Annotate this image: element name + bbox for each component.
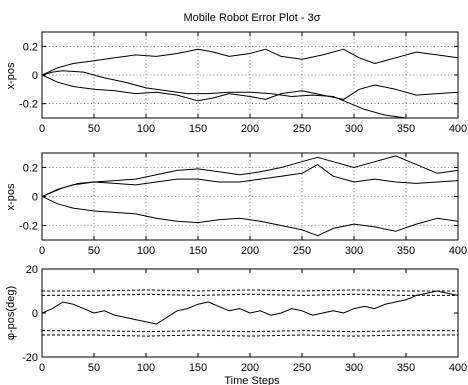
plot-frame xyxy=(41,31,459,119)
x-tick-label: 350 xyxy=(397,362,415,374)
bound-line-1 xyxy=(42,293,458,296)
x-tick-label: 100 xyxy=(137,123,155,135)
x-tick-label: 0 xyxy=(39,123,45,135)
y-tick-label: -20 xyxy=(22,352,38,364)
x-tick-label: 100 xyxy=(137,245,155,257)
x-tick-label: 50 xyxy=(88,245,100,257)
x-tick-label: 400 xyxy=(449,123,467,135)
y-tick-label: 0 xyxy=(32,308,38,320)
error-line-0 xyxy=(42,155,458,197)
y-tick-label: 0 xyxy=(32,70,38,82)
error-line-1 xyxy=(42,196,458,237)
x-tick-label: 50 xyxy=(88,362,100,374)
x-tick-label: 250 xyxy=(293,362,311,374)
x-tick-label: 0 xyxy=(39,362,45,374)
y-tick-label: 20 xyxy=(26,264,38,276)
x-tick-label: 250 xyxy=(293,123,311,135)
plot-frame xyxy=(41,152,459,241)
x-tick-label: 400 xyxy=(449,245,467,257)
x-tick-label: 400 xyxy=(449,362,467,374)
error-line-2 xyxy=(42,164,458,197)
x-axis-label: Time Steps xyxy=(224,375,280,385)
chart-title: Mobile Robot Error Plot - 3σ xyxy=(183,12,320,24)
x-pos-panel-top: x-pos 0 50 100 150 200 250 300 350 400-0.200.2 xyxy=(5,31,467,135)
y-axis-label-middle: x-pos xyxy=(5,183,17,210)
x-tick-label: 250 xyxy=(293,245,311,257)
y-tick-label: -0.2 xyxy=(19,221,38,233)
x-tick-label: 150 xyxy=(189,123,207,135)
x-tick-label: 50 xyxy=(88,123,100,135)
x-tick-label: 350 xyxy=(397,245,415,257)
bound-line-3 xyxy=(42,334,458,337)
x-tick-label: 300 xyxy=(345,245,363,257)
plot-frame xyxy=(41,268,459,358)
x-tick-label: 150 xyxy=(189,245,207,257)
phi-pos-panel-bottom: φ-pos(deg) Time Steps 0 50 100 150 200 250 300… xyxy=(5,264,467,385)
bound-line-0 xyxy=(42,289,458,292)
x-tick-label: 0 xyxy=(39,245,45,257)
x-tick-label: 100 xyxy=(137,362,155,374)
x-pos-panel-middle: x-pos 0 50 100 150 200 250 300 350 400-0.200.2 xyxy=(5,152,467,257)
x-tick-label: 350 xyxy=(397,123,415,135)
y-tick-label: 0 xyxy=(32,192,38,204)
y-tick-label: 0.2 xyxy=(23,163,38,175)
y-tick-label: -0.2 xyxy=(19,99,38,111)
error-line-0 xyxy=(42,48,458,76)
x-tick-label: 200 xyxy=(241,245,259,257)
y-tick-label: 0.2 xyxy=(23,41,38,53)
y-axis-label-bottom: φ-pos(deg) xyxy=(5,286,17,340)
x-tick-label: 300 xyxy=(345,123,363,135)
bound-line-2 xyxy=(42,330,458,333)
error-line-2 xyxy=(42,70,410,118)
x-tick-label: 150 xyxy=(189,362,207,374)
y-axis-label-top: x-pos xyxy=(5,62,17,89)
x-tick-label: 300 xyxy=(345,362,363,374)
x-tick-label: 200 xyxy=(241,362,259,374)
error-line-4 xyxy=(42,290,458,325)
x-tick-label: 200 xyxy=(241,123,259,135)
error-line-1 xyxy=(42,74,458,102)
